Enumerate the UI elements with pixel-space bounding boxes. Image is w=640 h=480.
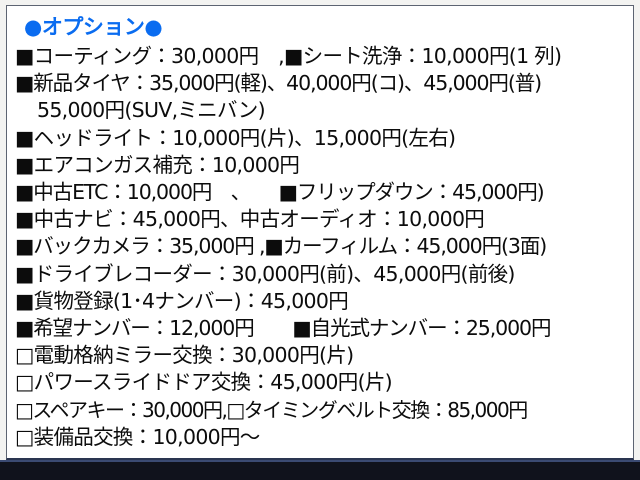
list-item-new-tires: ■新品タイヤ：35,000円(軽)、40,000円(コ)、45,000円(普) [15,71,542,96]
panel-content: ●オプション● ■コーティング：30,000円 ,■シート洗浄：10,000円(… [7,6,633,451]
list-item-used-navi-audio: ■中古ナビ：45,000円、中古オーディオ：10,000円 [15,207,485,232]
bottom-edge-highlight [0,460,640,462]
list-item-power-folding-mirror: □電動格納ミラー交換：30,000円(片) [15,343,354,368]
list-item-equipment-replacement: □装備品交換：10,000円〜 [15,424,260,449]
page-title: ●オプション● [24,15,163,39]
list-item-aircon-gas: ■エアコンガス補充：10,000円 [15,152,300,177]
list-item-used-etc-flipdown: ■中古ETC：10,000円 、 ■フリップダウン：45,000円) [15,180,545,205]
list-item-spare-key-timing-belt: □スペアキー：30,000円,□タイミングベルト交換：85,000円 [15,397,528,422]
list-item-coating-seat-wash: ■コーティング：30,000円 ,■シート洗浄：10,000円(1 列) [15,44,562,68]
list-item-drive-recorder: ■ドライブレコーダー：30,000円(前)、45,000円(前後) [15,261,515,286]
list-item-new-tires-continuation: 55,000円(SUV,ミニバン) [37,98,266,123]
list-item-cargo-registration: ■貨物登録(1･4ナンバー)：45,000円 [15,288,349,313]
list-item-power-slide-door: □パワースライドドア交換：45,000円(片) [15,370,393,395]
options-list: ■コーティング：30,000円 ,■シート洗浄：10,000円(1 列) ■新品… [15,43,627,451]
list-item-headlight: ■ヘッドライト：10,000円(片)、15,000円(左右) [15,125,456,150]
list-item-back-camera-car-film: ■バックカメラ：35,000円 ,■カーフィルム：45,000円(3面) [15,234,547,259]
list-item-desired-number-illuminated-plate: ■希望ナンバー：12,000円 ■自光式ナンバー：25,000円 [15,316,552,341]
bottom-edge-band [0,462,640,480]
options-panel: ●オプション● ■コーティング：30,000円 ,■シート洗浄：10,000円(… [6,5,634,460]
